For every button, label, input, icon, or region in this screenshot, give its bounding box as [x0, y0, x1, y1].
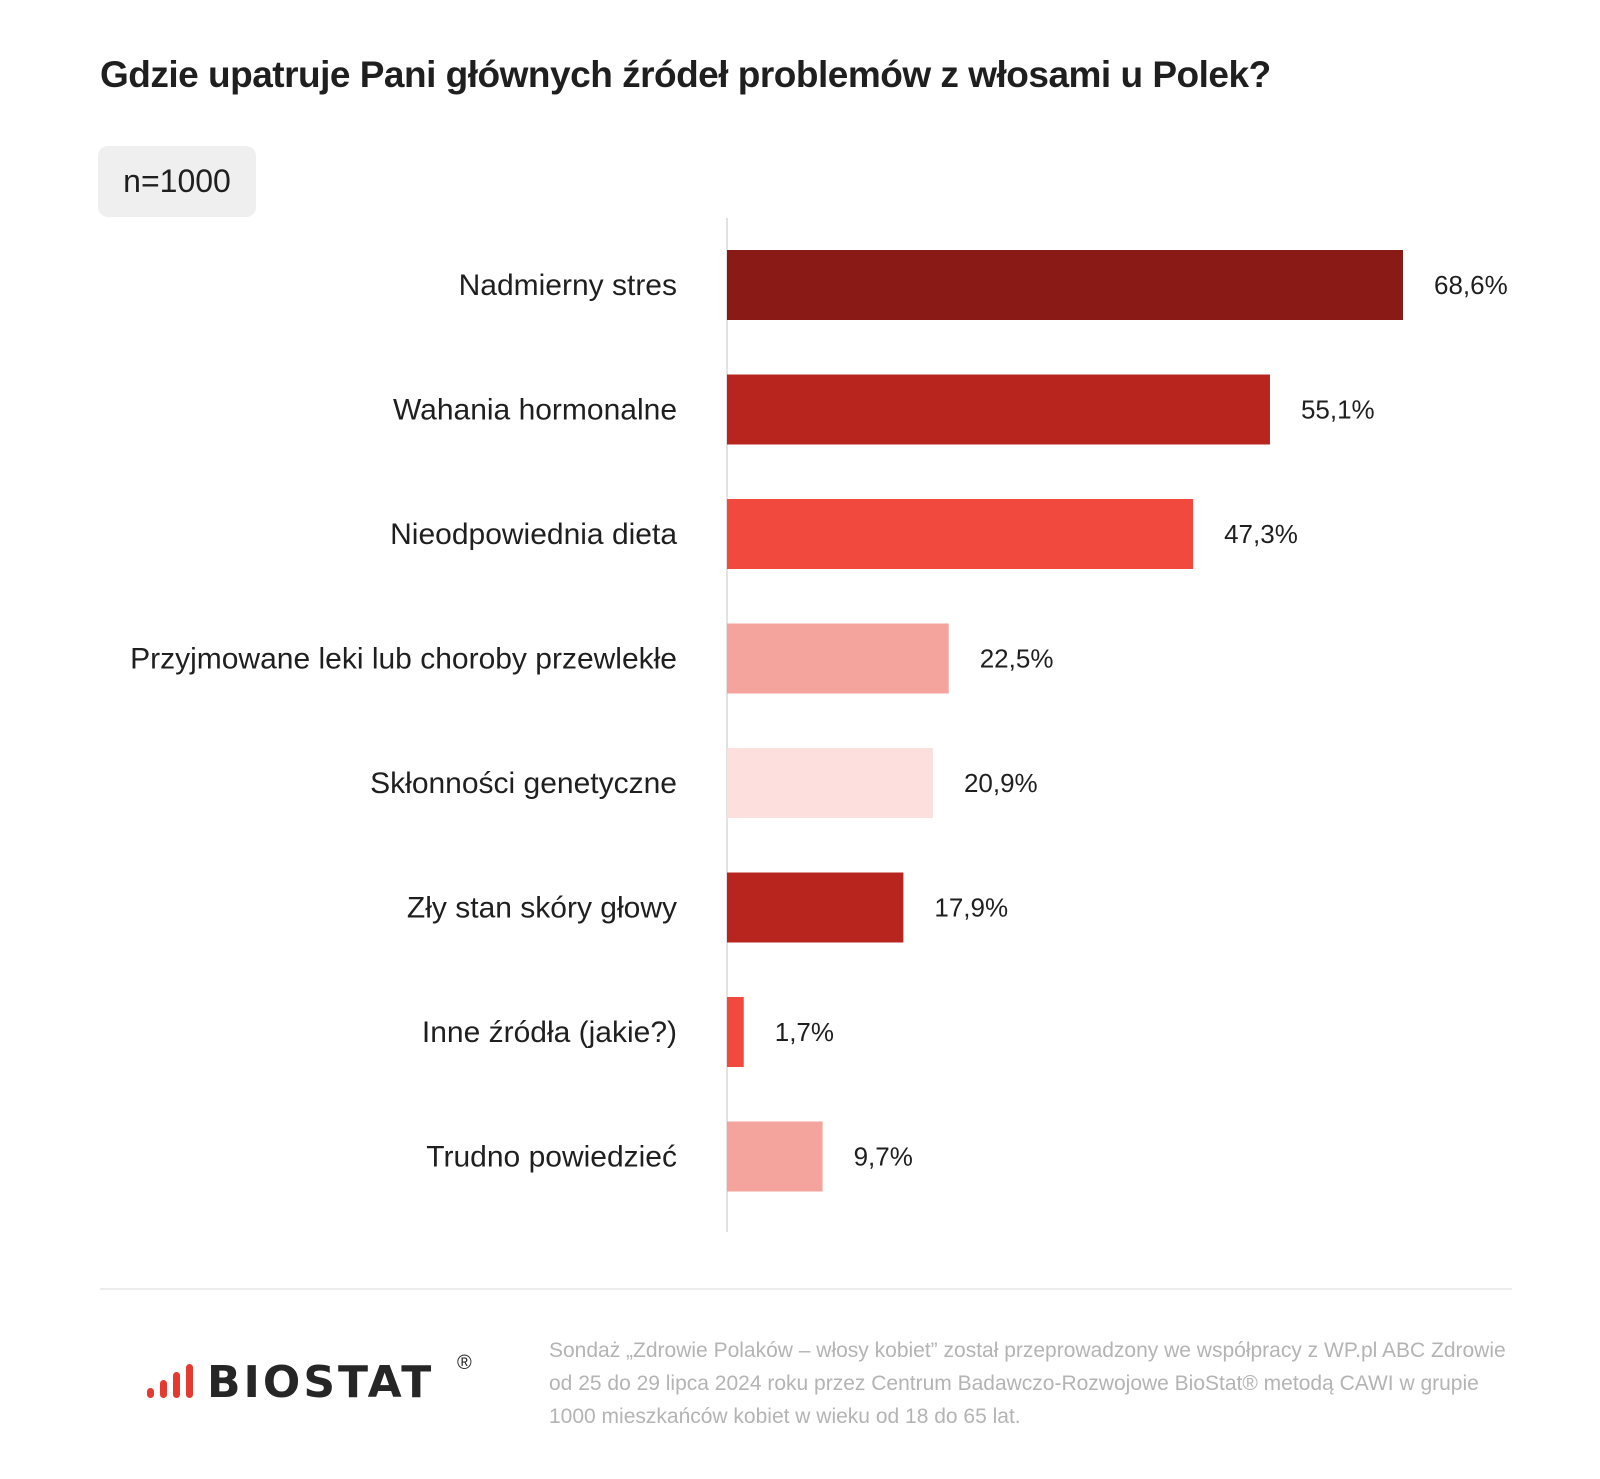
- bar: [727, 623, 949, 694]
- category-label: Nadmierny stres: [459, 269, 677, 302]
- value-label: 9,7%: [854, 1142, 913, 1172]
- bar: [727, 499, 1194, 569]
- survey-footnote: Sondaż „Zdrowie Polaków – włosy kobiet” …: [549, 1339, 1506, 1428]
- signal-bars-icon: [147, 1364, 193, 1398]
- value-label: 68,6%: [1434, 270, 1508, 300]
- value-label: 17,9%: [934, 893, 1008, 923]
- bar: [727, 997, 744, 1067]
- registered-mark: ®: [457, 1352, 472, 1374]
- bar: [727, 250, 1403, 320]
- category-label: Trudno powiedzieć: [426, 1141, 677, 1174]
- biostat-logo: BIOSTAT ®: [145, 1352, 485, 1408]
- bar: [727, 872, 904, 943]
- bar-chart: Nadmierny stres 68,6% Wahania hormonalne 55…: [130, 218, 1508, 1232]
- category-label: Skłonności genetyczne: [370, 767, 677, 800]
- footer-divider: [100, 1288, 1512, 1290]
- chart-title: Gdzie upatruje Pani głównych źródeł prob…: [100, 54, 1271, 95]
- logo-wordmark: BIOSTAT: [207, 1357, 435, 1408]
- category-label: Nieodpowiednia dieta: [390, 518, 677, 551]
- category-label: Inne źródła (jakie?): [422, 1016, 677, 1049]
- value-label: 20,9%: [964, 768, 1038, 798]
- sample-size-badge: n=1000: [98, 146, 256, 217]
- bar: [727, 1121, 823, 1192]
- category-label: Zły stan skóry głowy: [407, 892, 677, 925]
- category-label: Przyjmowane leki lub choroby przewlekłe: [130, 643, 677, 676]
- category-label: Wahania hormonalne: [393, 394, 677, 427]
- bar: [727, 748, 933, 818]
- value-label: 47,3%: [1224, 519, 1298, 549]
- value-label: 22,5%: [980, 644, 1054, 674]
- value-label: 1,7%: [775, 1017, 834, 1047]
- bar: [727, 374, 1270, 445]
- value-label: 55,1%: [1301, 395, 1375, 425]
